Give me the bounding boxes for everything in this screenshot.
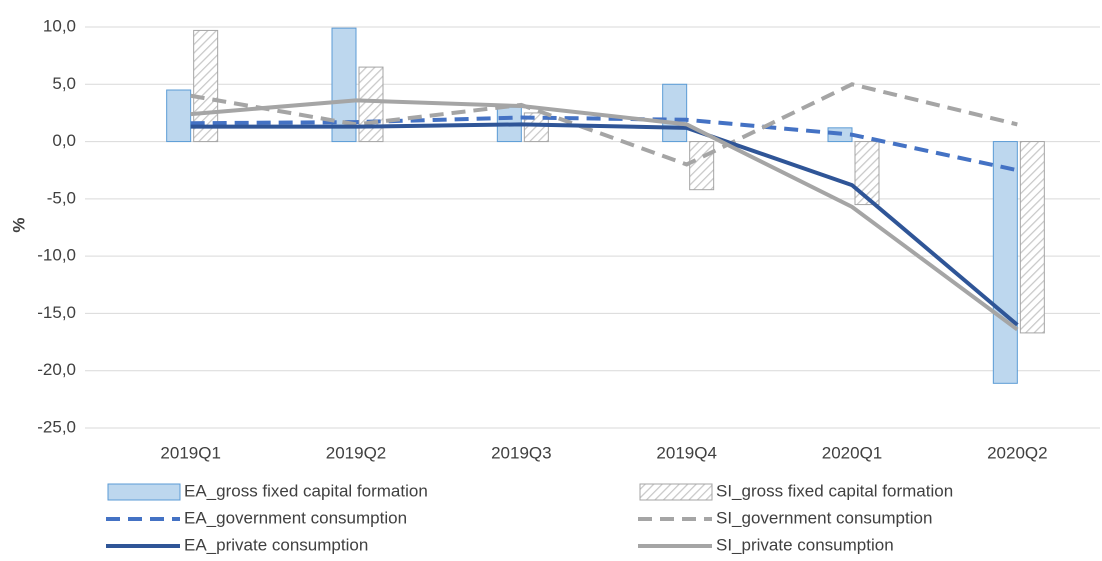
- legend-label: EA_government consumption: [184, 508, 407, 527]
- legend-swatch: [107, 483, 181, 501]
- legend-label: EA_gross fixed capital formation: [184, 481, 428, 500]
- line-series: [190, 122, 1019, 327]
- bar: [854, 141, 880, 206]
- bar: [662, 83, 688, 143]
- legend-label: SI_government consumption: [716, 508, 932, 527]
- y-tick-label: -20,0: [37, 360, 76, 379]
- legend-label: SI_private consumption: [716, 535, 894, 554]
- y-tick-label: -10,0: [37, 246, 76, 265]
- y-tick-label: -15,0: [37, 303, 76, 322]
- legend-swatch: [639, 483, 713, 501]
- legend-label: SI_gross fixed capital formation: [716, 481, 953, 500]
- bar: [689, 141, 715, 191]
- bar: [992, 141, 1018, 384]
- y-tick-label: 5,0: [52, 74, 76, 93]
- bar: [1019, 141, 1045, 334]
- x-tick-label: 2020Q2: [987, 443, 1048, 462]
- x-tick-label: 2019Q4: [656, 443, 717, 462]
- y-axis-label: %: [9, 217, 28, 232]
- y-tick-label: 0,0: [52, 131, 76, 150]
- line-series: [190, 82, 1018, 167]
- y-tick-label: 10,0: [43, 16, 76, 35]
- bar: [166, 89, 192, 143]
- y-tick-label: -5,0: [47, 188, 76, 207]
- line-series: [190, 115, 1018, 173]
- y-tick-label: -25,0: [37, 417, 76, 436]
- x-tick-label: 2019Q3: [491, 443, 552, 462]
- bar: [358, 66, 384, 143]
- x-tick-label: 2019Q1: [160, 443, 221, 462]
- x-tick-label: 2020Q1: [822, 443, 883, 462]
- legend-label: EA_private consumption: [184, 535, 368, 554]
- x-tick-label: 2019Q2: [326, 443, 387, 462]
- line-series: [190, 98, 1019, 332]
